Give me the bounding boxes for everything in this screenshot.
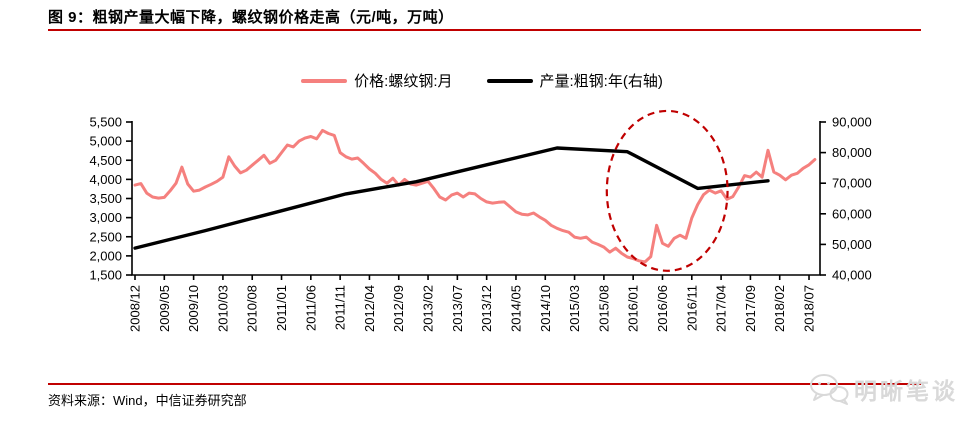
y-axis-left-label: 3,000 [89, 210, 122, 225]
highlight-ellipse [605, 109, 729, 272]
title-divider [48, 29, 921, 31]
x-axis-label: 2013/02 [421, 285, 436, 332]
footer-divider [48, 383, 921, 385]
y-axis-left-label: 4,500 [89, 153, 122, 168]
x-axis-label: 2011/06 [303, 285, 318, 331]
x-axis-label: 2009/05 [157, 285, 172, 332]
watermark-text: 明晰笔谈 [854, 378, 958, 404]
x-axis-label: 2011/11 [333, 285, 348, 330]
y-axis-left-label: 5,500 [89, 115, 122, 130]
x-axis-label: 2016/06 [655, 285, 670, 332]
x-axis-label: 2015/08 [596, 285, 611, 332]
y-axis-right-label: 90,000 [832, 115, 872, 130]
x-axis-label: 2016/01 [626, 285, 641, 332]
production-line [133, 146, 770, 250]
x-axis-label: 2013/12 [479, 285, 494, 332]
x-axis-label: 2014/05 [508, 285, 523, 332]
x-axis-label: 2008/12 [128, 285, 143, 332]
legend-item-production: 产量:粗钢:年(右轴) [486, 70, 663, 91]
x-axis-label: 2018/02 [772, 285, 787, 332]
watermark: 明晰笔谈 [809, 372, 958, 406]
legend-swatch-production [486, 78, 533, 83]
figure-title: 图 9：粗钢产量大幅下降，螺纹钢价格走高（元/吨，万吨） [48, 9, 454, 26]
legend-item-price: 价格:螺纹钢:月 [301, 70, 453, 91]
y-axis-left-label: 4,000 [89, 172, 122, 187]
chart-legend: 价格:螺纹钢:月 产量:粗钢:年(右轴) [0, 70, 964, 91]
x-axis-label: 2017/04 [714, 285, 729, 332]
x-axis-label: 2016/11 [684, 285, 699, 331]
y-axis-right-label: 60,000 [832, 206, 872, 221]
x-axis-label: 2014/10 [538, 285, 553, 332]
axis-frame [131, 121, 821, 276]
legend-label-price: 价格:螺纹钢:月 [354, 73, 453, 90]
y-axis-right-label: 80,000 [832, 145, 872, 160]
y-axis-left-label: 2,000 [89, 248, 122, 263]
x-axis-label: 2015/03 [567, 285, 582, 332]
x-axis-label: 2009/10 [186, 285, 201, 332]
y-axis-left-label: 2,500 [89, 229, 122, 244]
x-axis-label: 2017/09 [743, 285, 758, 332]
price-line [133, 128, 817, 264]
x-axis-label: 2013/07 [450, 285, 465, 332]
wechat-icon [810, 374, 849, 405]
legend-swatch-price [301, 78, 348, 83]
x-axis-label: 2012/09 [391, 285, 406, 332]
y-axis-right-label: 40,000 [832, 268, 872, 283]
y-axis-left-label: 3,500 [89, 191, 122, 206]
y-axis-left-label: 5,000 [89, 134, 122, 149]
y-axis-right-label: 50,000 [832, 237, 872, 252]
x-axis-label: 2012/04 [362, 285, 377, 332]
x-axis-label: 2011/01 [274, 285, 289, 331]
y-axis-left-label: 1,500 [89, 268, 122, 283]
x-axis-label: 2010/08 [245, 285, 260, 332]
x-axis-label: 2018/07 [802, 285, 817, 332]
y-axis-right-label: 70,000 [832, 176, 872, 191]
source-note: 资料来源：Wind，中信证券研究部 [48, 393, 247, 408]
legend-label-production: 产量:粗钢:年(右轴) [539, 73, 663, 90]
x-axis-label: 2010/03 [215, 285, 230, 332]
